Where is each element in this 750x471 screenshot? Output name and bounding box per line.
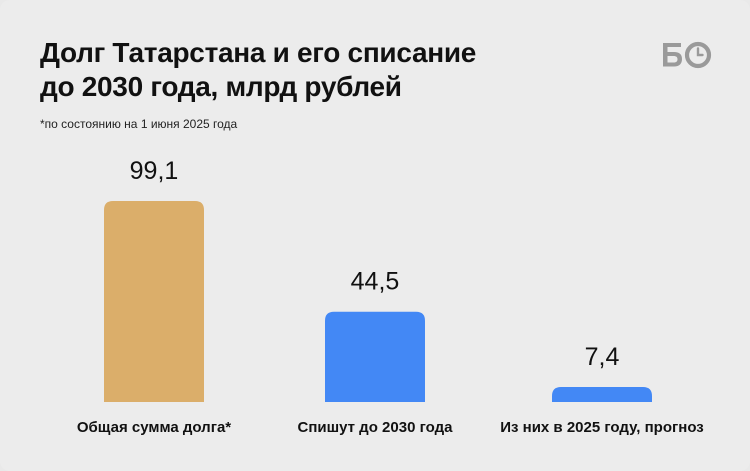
bar-2	[325, 311, 425, 402]
chart-title-line-2: до 2030 года, млрд рублей	[40, 71, 402, 102]
bo-logo-icon	[663, 41, 712, 69]
value-label-1: 99,1	[130, 157, 179, 185]
bar-3	[552, 386, 652, 402]
category-label-2: Спишут до 2030 года	[298, 419, 454, 436]
value-label-3: 7,4	[585, 343, 620, 371]
bar-1	[104, 201, 204, 402]
category-label-3: Из них в 2025 году, прогноз	[500, 419, 704, 436]
value-label-2: 44,5	[351, 268, 400, 296]
category-label-1: Общая сумма долга*	[77, 419, 231, 436]
chart-footnote: *по состоянию на 1 июня 2025 года	[40, 117, 238, 131]
chart-title: Долг Татарстана и его списание до 2030 г…	[40, 36, 600, 104]
chart-title-line-1: Долг Татарстана и его списание	[40, 37, 477, 68]
